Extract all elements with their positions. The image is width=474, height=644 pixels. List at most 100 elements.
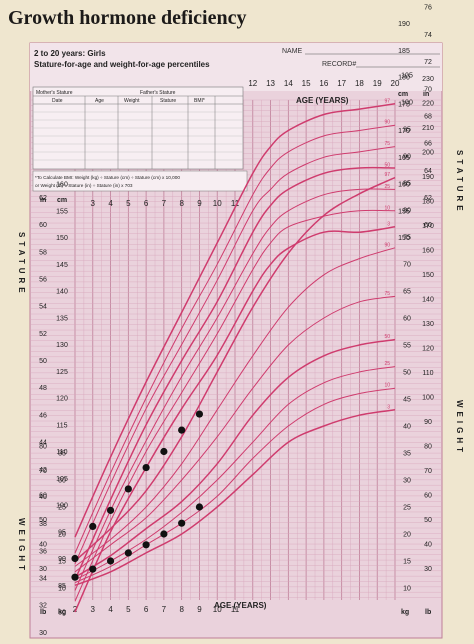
y-tick-weight-kg-right: 65 [403,289,411,296]
y-tick-stature-cm-left: 140 [56,289,68,296]
age-label-top: AGE (YEARS) [296,96,349,105]
weight-patient-point [178,519,186,527]
y-tick-weight-kg-left: 25 [58,505,66,512]
weight-percentile-90 [74,247,396,567]
y-tick-stature-in-left: 42 [39,467,47,474]
y-tick-weight-kg-right: 15 [403,559,411,566]
y-tick-stature-in-left: 62 [39,195,47,202]
weight-patient-point [124,549,132,557]
y-tick-stature-in-right: 72 [424,59,432,66]
y-tick-weight-lb-left: 60 [39,493,47,500]
stature-percentile-97 [74,103,396,538]
stature-patient-point [106,506,115,514]
y-tick-stature-in-right: 76 [424,5,432,12]
unit-kg-left: kg [58,609,66,616]
page-title: Growth hormone deficiency [8,7,247,29]
y-tick-weight-lb-right: 130 [422,321,434,328]
y-tick-weight-lb-right: 210 [422,125,434,132]
x-tick-top: 17 [337,79,346,88]
weight-percentile-label-10: 10 [384,383,390,389]
y-tick-weight-lb-right: 60 [424,493,432,500]
weight-patient-point [71,573,79,581]
stature-percentile-label-50: 50 [384,162,390,168]
y-tick-weight-lb-right: 120 [422,346,434,353]
y-tick-weight-kg-right: 45 [403,397,411,404]
y-tick-stature-cm-left: 150 [56,235,68,242]
y-tick-stature-in-left: 54 [39,304,47,311]
stature-patient-point [160,447,168,456]
y-tick-weight-lb-right: 50 [424,517,432,524]
unit-kg-right: kg [401,609,409,616]
unit-in-right: in [423,91,429,98]
unit-lb-left: lb [40,609,46,616]
y-tick-stature-in-right: 64 [424,168,432,175]
stature-percentile-3 [74,226,396,613]
unit-cm-left: cm [57,197,67,204]
stature-percentile-10 [74,209,396,602]
name-label: NAME [282,48,303,55]
y-tick-stature-in-left: 36 [39,548,47,555]
y-tick-weight-lb-right: 30 [424,566,432,573]
y-tick-weight-lb-right: 180 [422,199,434,206]
age-label-bottom: AGE (YEARS) [214,601,267,610]
x-tick-upper: 11 [231,199,240,208]
form-heading-2: Stature-for-age and weight-for-age perce… [34,60,210,69]
x-tick-upper: 7 [162,199,167,208]
y-tick-stature-cm-left: 125 [56,369,68,376]
header-date: Date [52,98,63,104]
y-tick-weight-lb-right: 160 [422,248,434,255]
stature-percentile-label-90: 90 [384,120,390,126]
stature-patient-point [195,410,204,418]
stature-percentile-90 [74,124,396,554]
y-tick-weight-lb-right: 150 [422,272,434,279]
x-tick-top: 13 [266,79,275,88]
weight-percentile-label-90: 90 [384,242,390,248]
x-tick-top: 14 [284,79,293,88]
header-fathers-stature: Father's Stature [140,90,176,96]
x-tick-upper: 10 [213,199,222,208]
x-tick-top: 15 [302,79,311,88]
x-tick-bottom: 9 [197,605,202,614]
y-tick-stature-in-left: 58 [39,249,47,256]
y-tick-stature-in-right: 60 [424,222,432,229]
y-tick-weight-kg-right: 30 [403,478,411,485]
record-label: RECORD# [322,61,356,68]
y-tick-stature-in-left: 52 [39,331,47,338]
bmi-note-1: *To Calculate BMI: Weight (kg) ÷ Stature… [35,175,180,180]
y-tick-stature-cm-left: 155 [56,208,68,215]
y-tick-weight-kg-right: 100 [401,100,413,107]
y-tick-weight-kg-left: 20 [58,532,66,539]
y-tick-stature-cm-right: 180 [398,75,410,82]
header-bmi: BMI* [194,98,205,104]
y-tick-stature-cm-left: 120 [56,396,68,403]
x-tick-top: 20 [391,79,400,88]
weight-percentile-75 [74,295,396,573]
y-tick-stature-in-left: 46 [39,412,47,419]
y-tick-weight-kg-right: 35 [403,451,411,458]
x-tick-bottom: 11 [231,605,240,614]
y-tick-weight-lb-left: 70 [39,468,47,475]
y-tick-stature-cm-left: 80 [58,610,66,617]
y-tick-weight-kg-left: 35 [58,451,66,458]
x-tick-upper: 3 [91,199,96,208]
weight-patient-point [195,503,204,511]
y-tick-stature-cm-right: 155 [398,208,410,215]
stature-label-left: STATURE [17,232,26,297]
x-tick-bottom: 5 [126,605,131,614]
stature-label-right: STATURE [455,150,464,215]
y-tick-stature-cm-right: 150 [398,235,410,242]
weight-percentile-50 [74,338,396,578]
y-tick-weight-kg-right: 95 [403,127,411,134]
y-tick-weight-kg-right: 90 [403,154,411,161]
y-tick-weight-lb-left: 80 [39,444,47,451]
weight-percentile-label-97: 97 [384,172,390,178]
y-tick-stature-in-left: 38 [39,521,47,528]
y-tick-stature-in-left: 44 [39,440,47,447]
y-tick-stature-in-left: 50 [39,358,47,365]
header-mothers-stature: Mother's Stature [36,90,73,96]
y-tick-stature-cm-right: 185 [398,48,410,55]
y-tick-weight-lb-right: 80 [424,444,432,451]
stature-percentile-label-97: 97 [384,98,390,104]
